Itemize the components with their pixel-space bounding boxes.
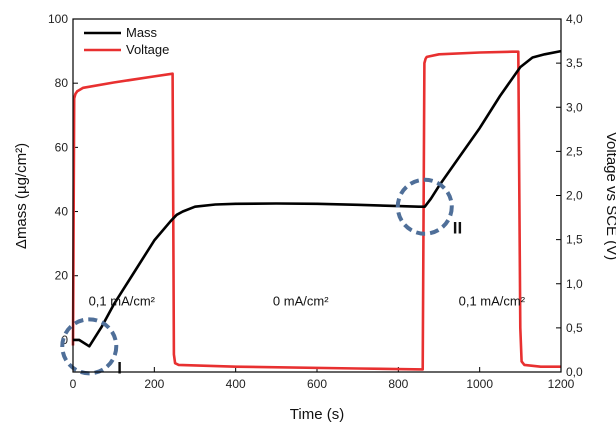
current-density-label: 0,1 mA/cm² (459, 293, 526, 308)
right-y-tick-label: 0,5 (566, 321, 583, 335)
right-y-tick-label: 3,0 (566, 100, 583, 114)
x-axis-title: Time (s) (290, 406, 344, 423)
left-y-tick-label: 80 (55, 76, 69, 90)
highlight-circle (60, 317, 119, 376)
series-line-mass (73, 49, 562, 348)
right-y-tick-label: 3,5 (566, 56, 583, 70)
right-y-tick-label: 1,5 (566, 233, 583, 247)
highlight-circle (395, 177, 454, 236)
legend: Mass Voltage (84, 25, 169, 57)
left-y-tick-label: 20 (55, 269, 69, 283)
highlight-label: II (453, 219, 462, 238)
series-lines (71, 49, 562, 371)
right-y-tick-label: 4,0 (566, 12, 583, 26)
x-tick-label: 800 (388, 377, 408, 391)
legend-label-voltage: Voltage (126, 42, 169, 57)
x-tick-label: 400 (226, 377, 246, 391)
left-y-tick-label: 40 (55, 205, 69, 219)
right-y-tick-label: 1,0 (566, 277, 583, 291)
left-y-tick-label: 100 (48, 12, 68, 26)
right-y-tick-label: 0,0 (566, 365, 583, 379)
x-tick-label: 0 (70, 377, 77, 391)
legend-label-mass: Mass (126, 25, 158, 40)
current-density-label: 0,1 mA/cm² (89, 293, 156, 308)
left-axis-title: Δmass (µg/cm²) (13, 143, 30, 249)
plot-frame (72, 18, 562, 373)
x-tick-label: 1000 (466, 377, 493, 391)
x-tick-label: 200 (144, 377, 164, 391)
highlight-label: I (117, 358, 122, 377)
right-y-tick-label: 2,0 (566, 189, 583, 203)
axes-ticks: 0 200 400 600 800 1000 12000204060801000,00,51… (48, 12, 583, 391)
series-line-voltage (71, 50, 561, 371)
current-density-label: 0 mA/cm² (273, 293, 329, 308)
right-axis-title: Voltage vs SCE (V) (603, 132, 616, 260)
x-tick-label: 600 (307, 377, 327, 391)
x-tick-label: 1200 (548, 377, 575, 391)
left-y-tick-label: 60 (55, 140, 69, 154)
right-y-tick-label: 2,5 (566, 144, 583, 158)
